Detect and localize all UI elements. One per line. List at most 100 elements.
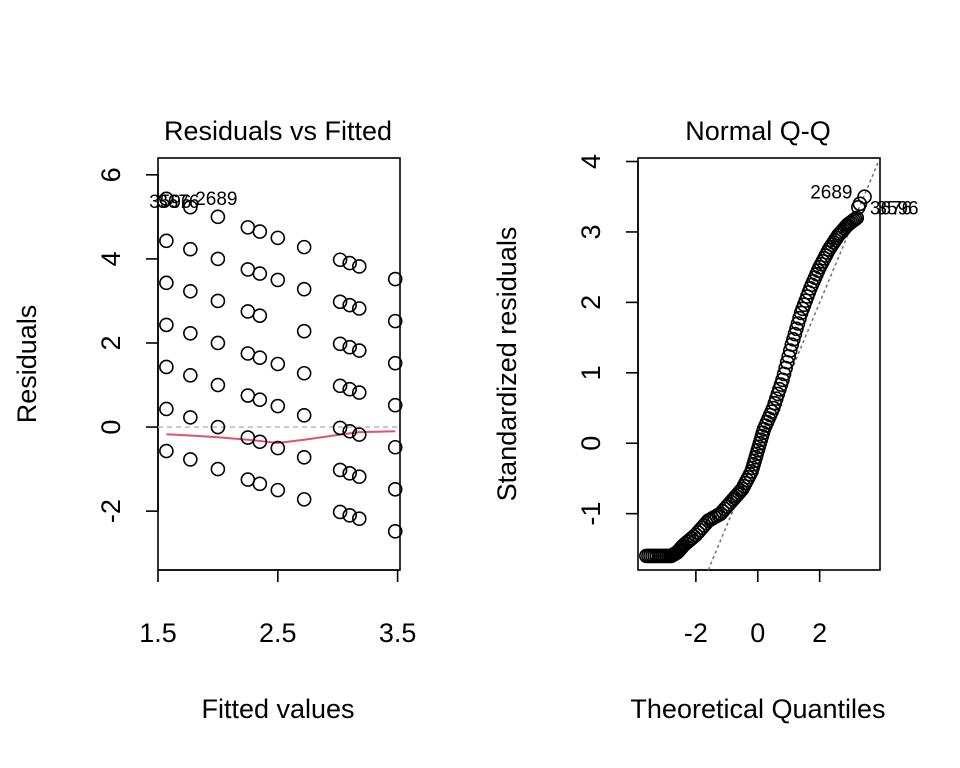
residual-point [342, 508, 357, 523]
x-axis-label: Fitted values [201, 694, 354, 724]
y-tick-label: 0 [96, 420, 126, 435]
y-tick-label: -1 [576, 502, 606, 526]
residual-point [183, 452, 198, 467]
residual-point [296, 492, 312, 507]
residual-point [252, 266, 268, 281]
residual-point [159, 317, 174, 333]
residual-point [159, 233, 174, 249]
plot-frame [157, 157, 401, 571]
residual-point [252, 308, 268, 323]
residual-point [296, 365, 312, 381]
residual-point [270, 440, 286, 456]
residual-point [342, 339, 357, 355]
residual-point [159, 359, 174, 375]
axis-ticks: -2 0 2 -1 0 1 2 3 4 [576, 154, 827, 648]
residuals-vs-fitted-panel: Residuals vs Fitted 1.5 2.5 3.5 -2 0 2 4 6 3596… [12, 116, 416, 724]
normal-qq-title: Normal Q-Q [685, 116, 831, 146]
y-axis-label: Standardized residuals [492, 227, 522, 502]
residual-point [183, 368, 198, 383]
residual-point [159, 275, 174, 291]
residual-point [332, 378, 348, 394]
residual-point [332, 252, 348, 268]
point-label: 2689 [195, 189, 237, 210]
residual-point [270, 272, 286, 288]
residual-point [210, 461, 226, 477]
qq-point [849, 210, 865, 226]
residual-point [387, 439, 403, 455]
residual-point [183, 283, 198, 299]
residual-point [296, 323, 312, 339]
residual-point [240, 346, 256, 361]
residual-point [387, 481, 403, 497]
residual-point [159, 401, 174, 417]
point-label: 3596 [876, 198, 918, 219]
qq-point [844, 214, 860, 229]
residual-point [351, 469, 367, 484]
residual-point [252, 224, 268, 239]
y-tick-label: 2 [96, 335, 126, 350]
residual-point [252, 350, 268, 365]
residual-point [296, 450, 312, 465]
y-tick-label: 4 [576, 154, 606, 169]
residual-point [270, 230, 286, 246]
x-tick-label: -2 [684, 618, 708, 648]
residual-point [210, 209, 226, 225]
residual-point [210, 377, 226, 393]
residual-point [387, 524, 403, 539]
residual-point [387, 397, 403, 413]
data-points [639, 189, 872, 564]
residual-point [296, 281, 312, 297]
residual-point [240, 304, 256, 319]
residual-point [240, 472, 256, 487]
residual-point [270, 356, 286, 372]
residual-point [240, 220, 256, 235]
y-tick-label: 1 [576, 365, 606, 380]
residual-point [210, 251, 226, 267]
x-tick-label: 0 [750, 618, 765, 648]
y-tick-label: 2 [576, 295, 606, 310]
point-label: 3596 [149, 192, 191, 213]
x-tick-label: 2 [812, 618, 827, 648]
residual-point [159, 443, 174, 459]
residual-point [183, 199, 198, 215]
residual-point [387, 271, 403, 287]
residual-point [240, 388, 256, 403]
residual-point [252, 476, 268, 492]
point-label: 3676 [870, 198, 912, 219]
point-label: 2689 [810, 183, 852, 204]
y-tick-label: 0 [576, 436, 606, 451]
x-tick-label: 3.5 [379, 618, 417, 648]
residual-point [342, 423, 357, 439]
residual-point [387, 313, 403, 329]
y-axis-label: Residuals [12, 305, 42, 424]
residual-point [351, 385, 367, 400]
axis-ticks: 1.5 2.5 3.5 -2 0 2 4 6 [96, 167, 416, 648]
residual-point [240, 262, 256, 277]
residual-point [342, 255, 357, 271]
residual-point [332, 504, 348, 520]
residual-point [240, 430, 256, 445]
qq-point [846, 212, 861, 228]
residual-point [210, 335, 226, 351]
qq-outlier-point [851, 199, 866, 215]
residual-point [351, 427, 367, 442]
residual-point [210, 293, 226, 309]
residual-point [210, 419, 226, 435]
y-tick-label: -2 [96, 499, 126, 523]
residual-point [159, 191, 174, 207]
residual-point [296, 407, 312, 423]
residual-point [332, 294, 348, 310]
y-tick-label: 4 [96, 251, 126, 266]
residual-point [332, 420, 348, 436]
residual-point [342, 297, 357, 313]
residual-point [296, 239, 312, 255]
x-axis-label: Theoretical Quantiles [630, 694, 885, 724]
residual-point [351, 343, 367, 358]
residual-point [351, 511, 367, 527]
residuals-vs-fitted-title: Residuals vs Fitted [164, 116, 392, 146]
residual-point [387, 355, 403, 371]
